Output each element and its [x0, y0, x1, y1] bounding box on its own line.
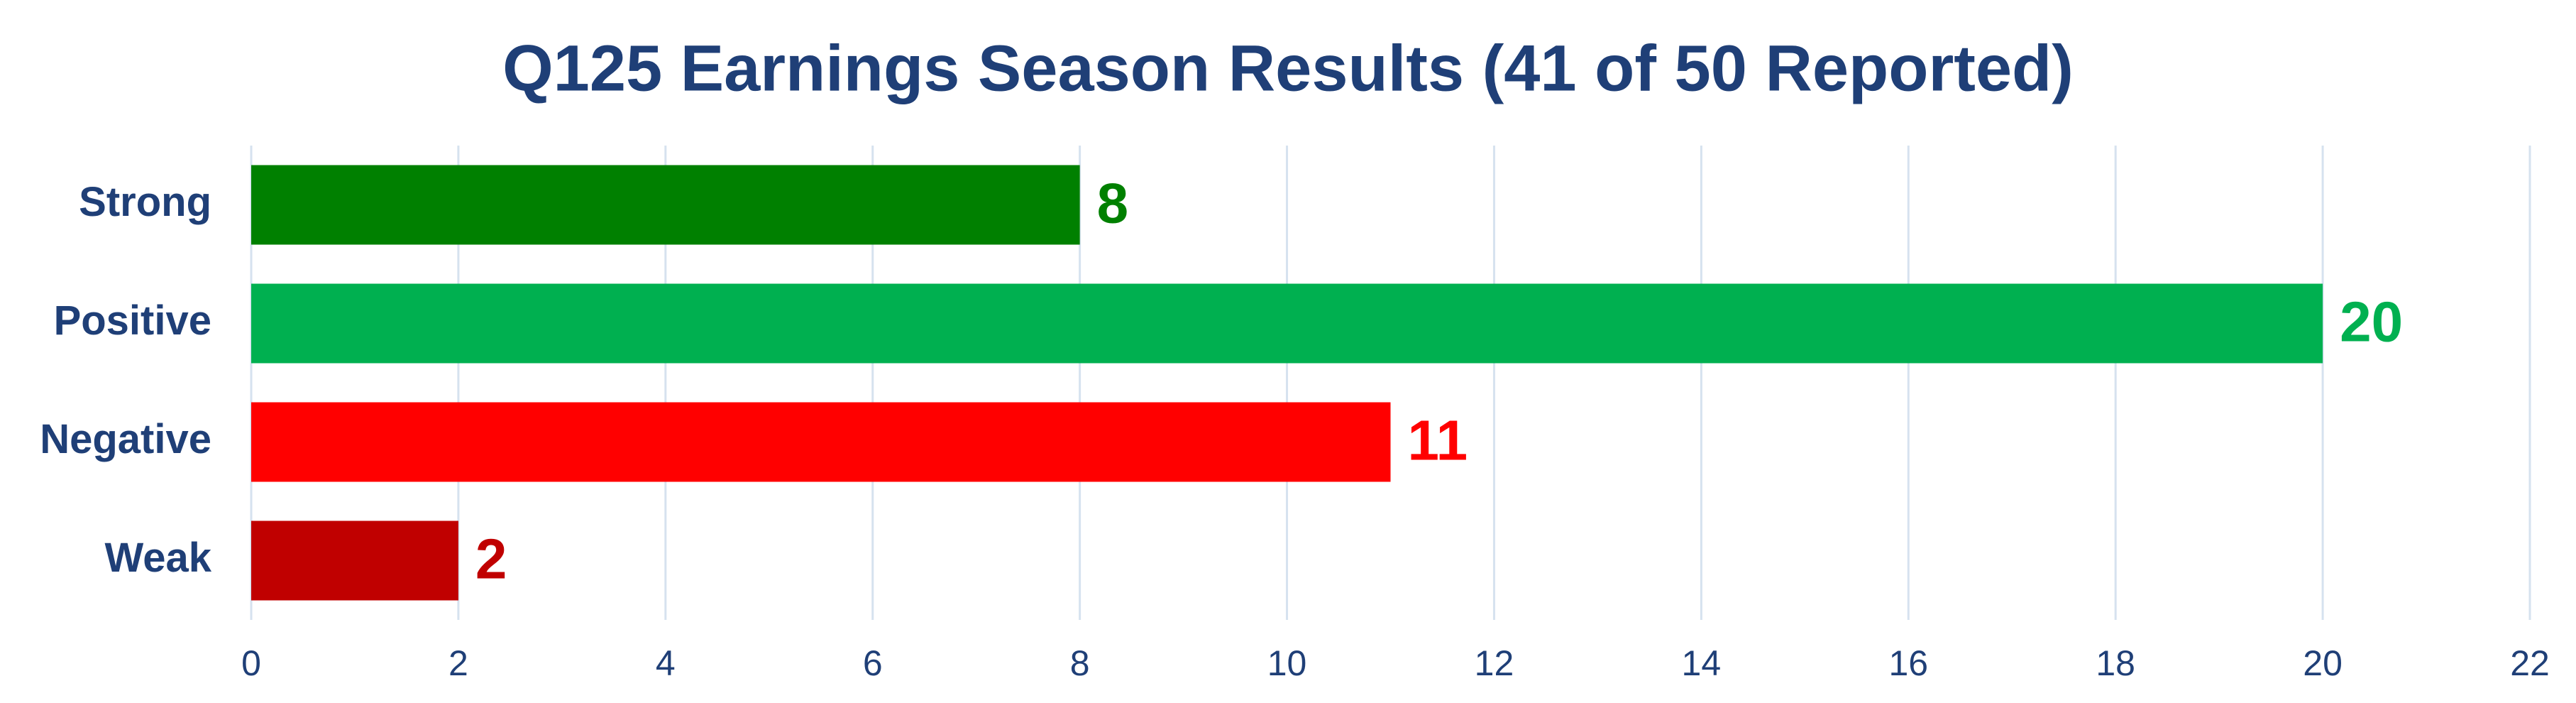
- x-tick-label: 18: [2096, 643, 2135, 683]
- bar: [251, 165, 1080, 245]
- y-tick-label: Negative: [40, 416, 211, 462]
- x-tick-label: 6: [863, 643, 883, 683]
- x-tick-label: 4: [656, 643, 676, 683]
- y-tick-label: Strong: [79, 179, 211, 225]
- x-tick-label: 12: [1475, 643, 1514, 683]
- chart-title: Q125 Earnings Season Results (41 of 50 R…: [502, 32, 2074, 104]
- bar: [251, 521, 458, 601]
- y-tick-label: Positive: [54, 298, 211, 344]
- value-label: 11: [1408, 409, 1468, 472]
- value-label: 20: [2340, 290, 2403, 354]
- x-tick-label: 10: [1267, 643, 1307, 683]
- value-label: 8: [1097, 172, 1129, 235]
- y-tick-label: Weak: [105, 535, 212, 581]
- x-tick-label: 8: [1070, 643, 1090, 683]
- x-tick-label: 16: [1888, 643, 1928, 683]
- value-label: 2: [475, 528, 507, 591]
- bar: [251, 402, 1391, 482]
- x-tick-label: 20: [2303, 643, 2343, 683]
- x-tick-label: 22: [2510, 643, 2550, 683]
- x-tick-label: 0: [241, 643, 261, 683]
- x-tick-label: 2: [448, 643, 468, 683]
- bar: [251, 283, 2323, 364]
- x-tick-label: 14: [1682, 643, 1722, 683]
